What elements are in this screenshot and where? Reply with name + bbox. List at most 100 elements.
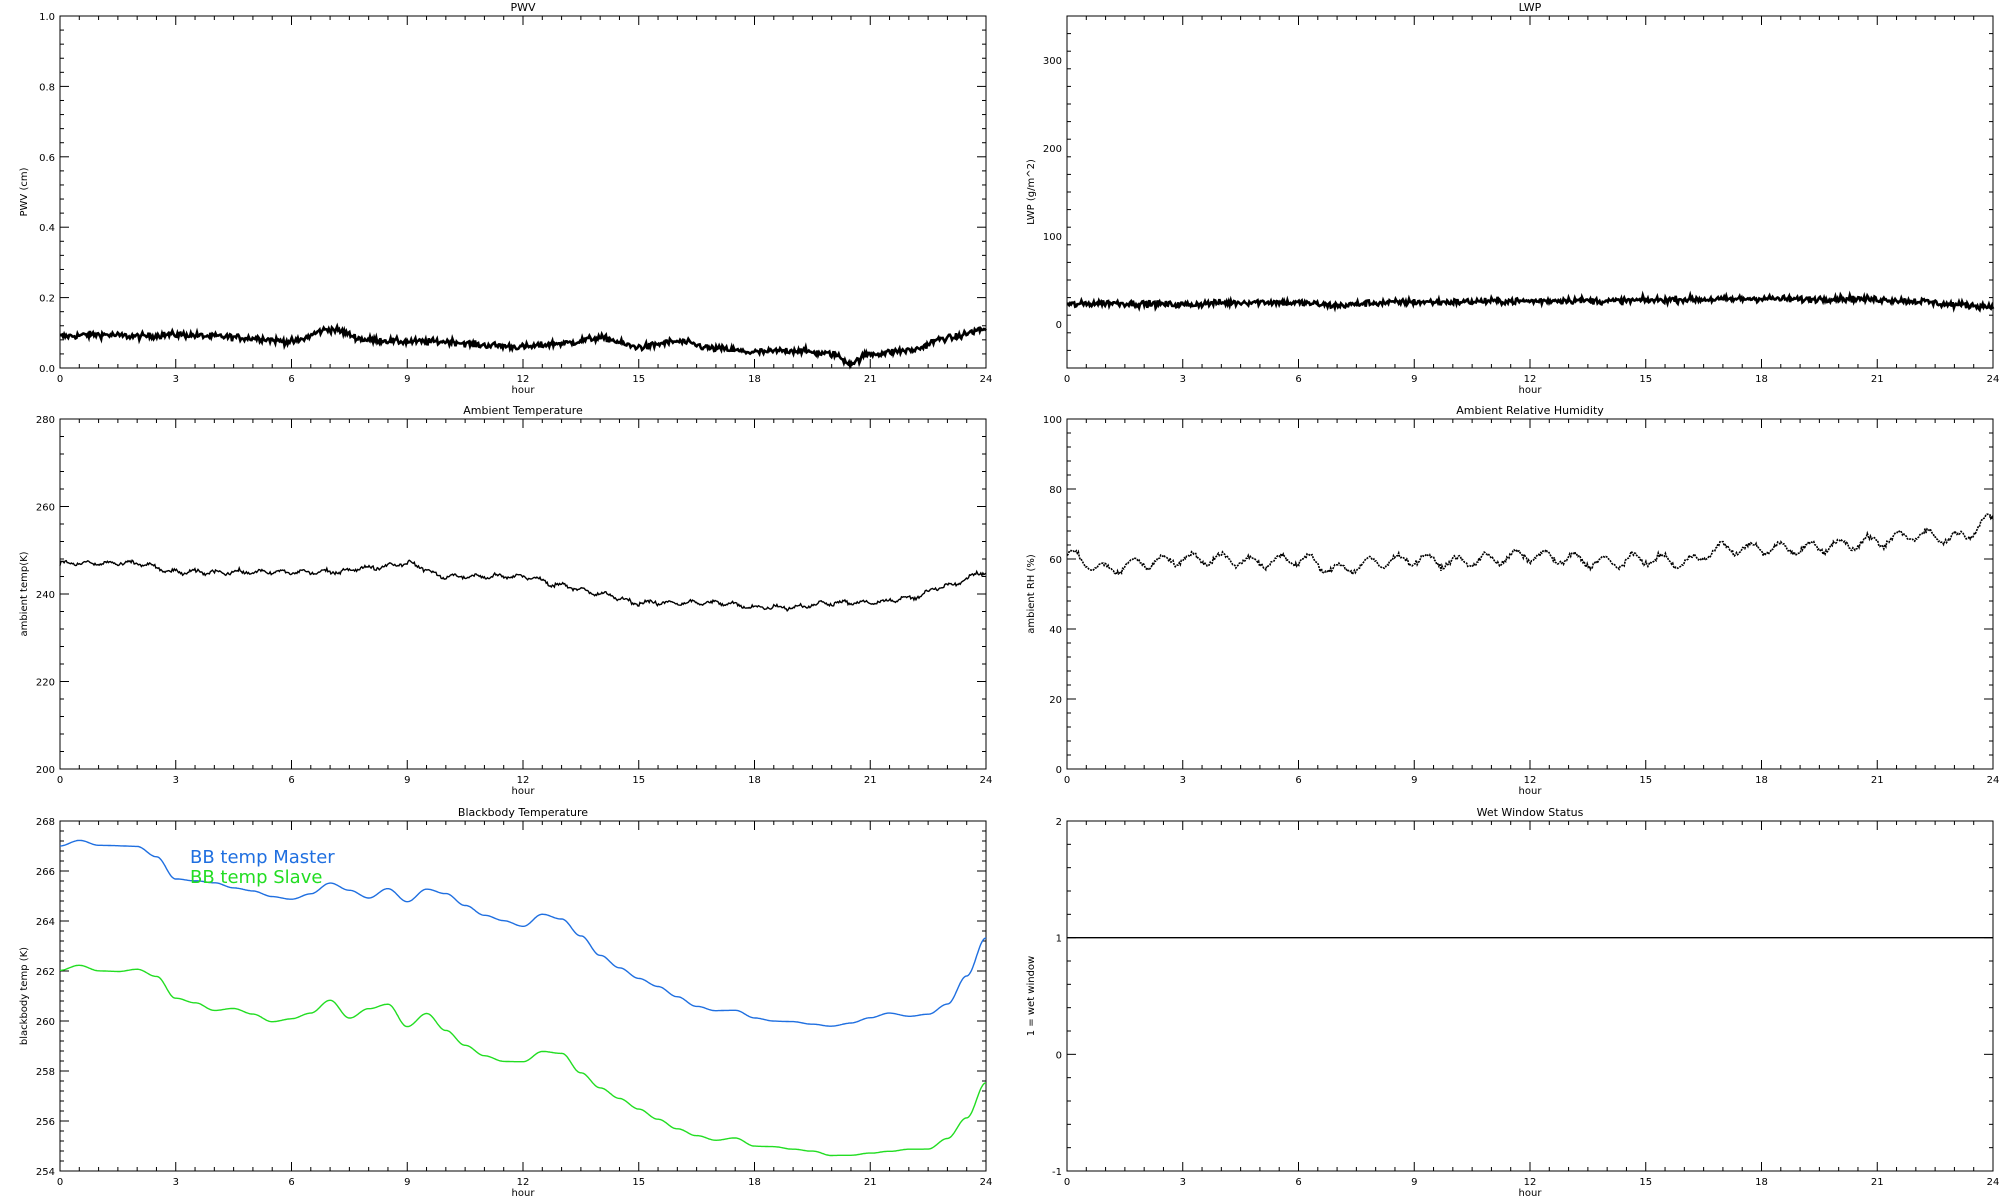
y-tick-label: 60 <box>1049 555 1062 566</box>
x-tick-label: 6 <box>288 1177 294 1188</box>
y-tick-label: 200 <box>36 765 55 776</box>
y-axis-label: LWP (g/m^2) <box>1026 159 1037 225</box>
chart-panel-4: Blackbody Temperature 0 3 6 9 12 15 18 21 24 hour 2… <box>19 806 992 1199</box>
chart-panel-2: Ambient Temperature 0 3 6 9 12 15 18 21 24 hour 200… <box>19 404 992 797</box>
x-tick-label: 9 <box>404 1177 410 1188</box>
y-tick-label: 280 <box>36 415 55 426</box>
x-tick-label: 18 <box>1755 775 1768 786</box>
x-tick-label: 15 <box>1639 775 1652 786</box>
x-axis-label: hour <box>512 786 536 797</box>
x-tick-label: 0 <box>1064 1177 1070 1188</box>
x-axis-label: hour <box>512 1188 536 1199</box>
x-tick-label: 12 <box>517 775 530 786</box>
y-tick-label: 200 <box>1043 144 1062 155</box>
x-tick-label: 24 <box>980 374 993 385</box>
chart-title: Wet Window Status <box>1477 806 1584 819</box>
series-line-0 <box>1066 513 1994 577</box>
x-tick-label: 21 <box>1871 374 1884 385</box>
x-tick-label: 0 <box>57 1177 63 1188</box>
plot-frame <box>59 15 987 369</box>
x-tick-label: 0 <box>57 775 63 786</box>
y-tick-label: 240 <box>36 590 55 601</box>
x-tick-label: 3 <box>173 374 179 385</box>
y-axis-label: PWV (cm) <box>19 167 30 216</box>
plot-frame <box>1066 820 1994 1172</box>
x-tick-label: 18 <box>748 374 761 385</box>
y-tick-label: 0 <box>1056 1050 1062 1061</box>
x-tick-label: 15 <box>632 1177 645 1188</box>
y-tick-label: 2 <box>1056 817 1062 828</box>
y-tick-label: 260 <box>36 503 55 514</box>
x-tick-label: 21 <box>1871 775 1884 786</box>
x-tick-label: 21 <box>864 1177 877 1188</box>
chart-title: Ambient Temperature <box>463 404 583 417</box>
x-tick-label: 12 <box>1524 1177 1537 1188</box>
chart-panel-3: Ambient Relative Humidity 0 3 6 9 12 15 18 21 24 h… <box>1026 404 1999 797</box>
chart-title: Blackbody Temperature <box>458 806 588 819</box>
x-tick-label: 3 <box>173 775 179 786</box>
x-tick-label: 21 <box>864 775 877 786</box>
x-axis-label: hour <box>1519 786 1543 797</box>
x-tick-label: 24 <box>980 1177 993 1188</box>
x-tick-label: 0 <box>1064 775 1070 786</box>
x-tick-label: 6 <box>288 374 294 385</box>
y-axis-label: ambient temp(K) <box>19 551 30 636</box>
x-axis-label: hour <box>512 385 536 396</box>
y-axis-label: blackbody temp (K) <box>19 947 30 1045</box>
legend-entry-1: BB temp Slave <box>190 867 322 888</box>
chart-panel-1: LWP 0 3 6 9 12 15 18 21 24 hour 0 100 200 300 LWP (g/m^… <box>1026 1 1999 396</box>
x-tick-label: 0 <box>57 374 63 385</box>
x-tick-label: 18 <box>748 1177 761 1188</box>
x-tick-label: 15 <box>1639 1177 1652 1188</box>
legend-entry-0: BB temp Master <box>190 847 335 868</box>
x-tick-label: 6 <box>288 775 294 786</box>
y-tick-label: -1 <box>1052 1167 1062 1178</box>
x-tick-label: 12 <box>1524 374 1537 385</box>
chart-title: LWP <box>1519 1 1542 14</box>
y-tick-label: 40 <box>1049 625 1062 636</box>
y-tick-label: 1 <box>1056 934 1062 945</box>
x-tick-label: 9 <box>404 775 410 786</box>
y-tick-label: 80 <box>1049 485 1062 496</box>
y-tick-label: 0.4 <box>39 223 55 234</box>
series-line-0 <box>1066 290 1995 313</box>
plot-frame <box>1066 418 1994 770</box>
y-tick-label: 0.2 <box>39 294 55 305</box>
chart-title: PWV <box>510 1 536 14</box>
x-tick-label: 3 <box>1180 1177 1186 1188</box>
x-tick-label: 18 <box>1755 1177 1768 1188</box>
x-tick-label: 12 <box>517 374 530 385</box>
x-tick-label: 3 <box>1180 374 1186 385</box>
x-tick-label: 15 <box>632 775 645 786</box>
y-tick-label: 100 <box>1043 415 1062 426</box>
y-tick-label: 256 <box>36 1117 55 1128</box>
x-tick-label: 9 <box>1411 1177 1417 1188</box>
x-tick-label: 6 <box>1295 374 1301 385</box>
x-tick-label: 6 <box>1295 1177 1301 1188</box>
series-line-1 <box>59 964 987 1157</box>
x-axis-label: hour <box>1519 1188 1543 1199</box>
x-tick-label: 18 <box>748 775 761 786</box>
y-tick-label: 268 <box>36 817 55 828</box>
plot-frame <box>59 418 987 770</box>
x-tick-label: 9 <box>1411 374 1417 385</box>
x-tick-label: 24 <box>1987 775 2000 786</box>
x-tick-label: 6 <box>1295 775 1301 786</box>
y-tick-label: 20 <box>1049 695 1062 706</box>
x-tick-label: 15 <box>1639 374 1652 385</box>
y-tick-label: 100 <box>1043 232 1062 243</box>
y-tick-label: 0.8 <box>39 82 55 93</box>
x-tick-label: 3 <box>1180 775 1186 786</box>
x-tick-label: 12 <box>517 1177 530 1188</box>
x-tick-label: 21 <box>1871 1177 1884 1188</box>
y-tick-label: 266 <box>36 867 55 878</box>
y-axis-label: ambient RH (%) <box>1026 554 1037 634</box>
x-tick-label: 24 <box>980 775 993 786</box>
y-tick-label: 220 <box>36 678 55 689</box>
x-tick-label: 18 <box>1755 374 1768 385</box>
y-tick-label: 258 <box>36 1067 55 1078</box>
y-tick-label: 262 <box>36 967 55 978</box>
y-tick-label: 0 <box>1056 765 1062 776</box>
